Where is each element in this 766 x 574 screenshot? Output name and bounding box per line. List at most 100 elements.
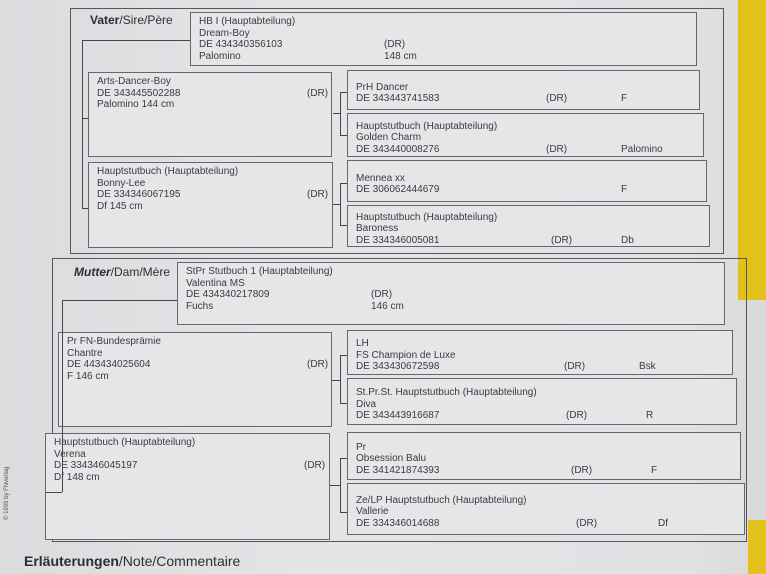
color-code: Db xyxy=(621,234,634,246)
pedigree-text: StPr Stutbuch 1 (Hauptabteilung) xyxy=(186,266,333,277)
color-code: R xyxy=(646,410,654,422)
pedigree-box-dam: StPr Stutbuch 1 (Hauptabteilung) Valentin… xyxy=(177,262,725,325)
pedigree-text: DE 341421874393 xyxy=(356,464,440,476)
pedigree-connector xyxy=(332,380,340,381)
pedigree-line: Palomino 144 cm xyxy=(97,99,323,111)
studbook-code: (DR) xyxy=(551,234,573,246)
pedigree-line: Mennea xx xyxy=(356,173,698,185)
studbook-code: (DR) xyxy=(384,39,406,50)
pedigree-text: Chantre xyxy=(67,347,103,359)
color-code: Bsk xyxy=(639,361,656,373)
pedigree-line: DE 343445502288 (DR) xyxy=(97,87,328,100)
color-code: Df xyxy=(658,517,668,529)
pedigree-line: LH xyxy=(356,338,724,350)
pedigree-text: DE 434340356103 xyxy=(199,39,283,50)
pedigree-line: Palomino 148 cm xyxy=(199,51,688,63)
pedigree-line: DE 343443741583 (DR) F xyxy=(356,93,691,105)
pedigree-text: Mennea xx xyxy=(356,172,405,184)
pedigree-box-sire: HB I (Hauptabteilung) Dream-Boy DE 4343403… xyxy=(190,12,697,66)
pedigree-line: StPr Stutbuch 1 (Hauptabteilung) xyxy=(186,266,716,278)
pedigree-line: DE 343430672598 (DR) Bsk xyxy=(356,361,724,373)
pedigree-line: Diva xyxy=(356,399,728,411)
pedigree-box-dam-sire-sire: LH FS Champion de Luxe DE 343430672598 (DR)… xyxy=(347,330,733,375)
pedigree-line: Df 148 cm xyxy=(54,472,321,484)
pedigree-text: Obsession Balu xyxy=(356,453,427,465)
pedigree-text: Pr FN-Bundesprämie xyxy=(67,336,161,347)
pedigree-connector xyxy=(62,300,177,301)
pedigree-line: HB I (Hauptabteilung) xyxy=(199,16,688,28)
studbook-code: (DR) xyxy=(304,460,326,471)
pedigree-text: Hauptstutbuch (Hauptabteilung) xyxy=(97,166,239,177)
pedigree-text: HB I (Hauptabteilung) xyxy=(199,16,296,27)
pedigree-connector xyxy=(82,208,88,209)
pedigree-connector xyxy=(340,403,347,404)
pedigree-connector xyxy=(82,40,190,41)
pedigree-line: Arts-Dancer-Boy xyxy=(97,76,323,88)
pedigree-text: DE 343443741583 xyxy=(356,93,440,104)
notes-heading: Erläuterungen/Note/Commentaire xyxy=(24,553,241,569)
studbook-code: 148 cm xyxy=(384,50,417,62)
pedigree-line: DE 334346067195 (DR) xyxy=(97,189,328,201)
studbook-code: 146 cm xyxy=(371,300,404,312)
pedigree-line: DE 434340217809 (DR) xyxy=(186,289,716,301)
pedigree-line: Verena xyxy=(54,449,321,461)
studbook-code: (DR) xyxy=(564,361,586,373)
pedigree-line: Hauptstutbuch (Hauptabteilung) xyxy=(356,121,695,133)
pedigree-line: DE 443434025604 (DR) xyxy=(67,359,328,371)
pedigree-text: Fuchs xyxy=(186,300,214,312)
studbook-code: (DR) xyxy=(576,517,598,529)
studbook-code: (DR) xyxy=(546,93,568,104)
pedigree-text: Hauptstutbuch (Hauptabteilung) xyxy=(54,437,196,448)
pedigree-text: F 146 cm xyxy=(67,370,109,382)
pedigree-text: DE 343430672598 xyxy=(356,361,440,373)
color-code: F xyxy=(651,464,658,476)
pedigree-text: LH xyxy=(356,338,369,350)
pedigree-connector xyxy=(82,118,88,119)
pedigree-text: DE 343445502288 xyxy=(97,87,181,99)
yellow-folder-corner xyxy=(748,520,766,574)
dam-section xyxy=(52,258,747,542)
pedigree-line: Df 145 cm xyxy=(97,201,324,213)
pedigree-connector xyxy=(340,458,341,512)
pedigree-box-dam-sire-dam: St.Pr.St. Hauptstutbuch (Hauptabteilung)… xyxy=(347,378,737,425)
pedigree-line: Golden Charm xyxy=(356,132,695,144)
pedigree-connector xyxy=(340,183,341,225)
pedigree-box-sire-sire-sire: PrH Dancer DE 343443741583 (DR) F xyxy=(347,70,700,110)
pedigree-line: DE 434340356103 (DR) xyxy=(199,39,688,51)
pedigree-text: Vallerie xyxy=(356,506,389,518)
pedigree-connector xyxy=(333,204,340,205)
pedigree-connector xyxy=(82,40,83,208)
pedigree-line: DE 341421874393 (DR) F xyxy=(356,465,732,477)
pedigree-text: Hauptstutbuch (Hauptabteilung) xyxy=(356,120,498,132)
pedigree-text: Valentina MS xyxy=(186,277,245,289)
pedigree-text: FS Champion de Luxe xyxy=(356,349,456,361)
pedigree-line: DE 334346014688 (DR) Df xyxy=(356,518,736,530)
color-code: F xyxy=(621,93,628,104)
pedigree-text: Hauptstutbuch (Hauptabteilung) xyxy=(356,211,498,223)
pedigree-line: Valentina MS xyxy=(186,278,716,290)
pedigree-text: DE 334346014688 xyxy=(356,517,440,529)
pedigree-text: St.Pr.St. Hauptstutbuch (Hauptabteilung) xyxy=(356,387,537,399)
pedigree-box-sire-dam: Hauptstutbuch (Hauptabteilung) Bonny-Lee D… xyxy=(88,162,333,248)
studbook-code: (DR) xyxy=(307,87,329,99)
pedigree-text: DE 434340217809 xyxy=(186,289,270,300)
pedigree-text: DE 334346067195 xyxy=(97,189,181,200)
pedigree-connector xyxy=(340,92,347,93)
pedigree-line: FS Champion de Luxe xyxy=(356,350,724,362)
pedigree-connector xyxy=(46,492,62,493)
pedigree-line: Hauptstutbuch (Hauptabteilung) xyxy=(54,437,321,449)
studbook-code: (DR) xyxy=(571,464,593,476)
pedigree-text: Arts-Dancer-Boy xyxy=(97,76,171,87)
pedigree-line: DE 343443916687 (DR) R xyxy=(356,410,728,422)
pedigree-connector xyxy=(340,355,347,356)
pedigree-line: Vallerie xyxy=(356,506,736,518)
pedigree-text: DE 343443916687 xyxy=(356,410,440,422)
pedigree-text: DE 334346045197 xyxy=(54,460,138,471)
pedigree-text: Bonny-Lee xyxy=(97,177,146,189)
pedigree-text: Palomino xyxy=(199,50,241,62)
pedigree-line: Pr xyxy=(356,442,732,454)
pedigree-line: Dream-Boy xyxy=(199,28,688,40)
pedigree-box-sire-dam-dam: Hauptstutbuch (Hauptabteilung) Baroness DE… xyxy=(347,205,710,247)
pedigree-line: F 146 cm xyxy=(67,371,323,383)
color-code: F xyxy=(621,184,628,195)
